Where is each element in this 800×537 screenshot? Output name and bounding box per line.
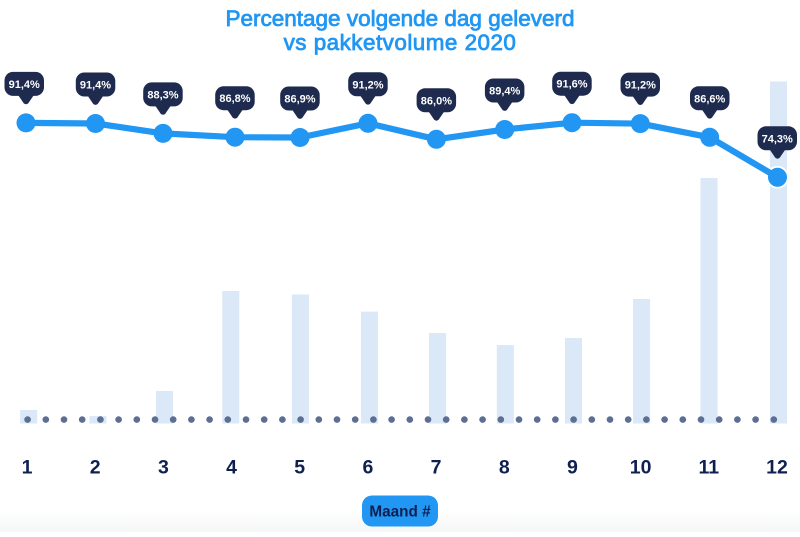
svg-text:91,6%: 91,6% bbox=[556, 79, 587, 91]
svg-text:4: 4 bbox=[226, 457, 237, 479]
svg-text:86,9%: 86,9% bbox=[284, 94, 315, 106]
svg-text:12: 12 bbox=[766, 457, 788, 479]
svg-text:86,0%: 86,0% bbox=[421, 95, 452, 107]
svg-text:74,3%: 74,3% bbox=[762, 133, 793, 145]
svg-text:86,6%: 86,6% bbox=[694, 93, 725, 105]
svg-text:91,4%: 91,4% bbox=[80, 80, 111, 92]
svg-text:86,8%: 86,8% bbox=[219, 93, 250, 105]
svg-text:10: 10 bbox=[630, 457, 652, 479]
svg-text:7: 7 bbox=[431, 457, 442, 479]
svg-text:88,3%: 88,3% bbox=[147, 89, 178, 101]
svg-text:8: 8 bbox=[499, 457, 510, 479]
svg-text:Maand #: Maand # bbox=[369, 503, 431, 520]
svg-text:91,2%: 91,2% bbox=[352, 79, 383, 91]
svg-text:1: 1 bbox=[22, 457, 33, 479]
svg-text:vs pakketvolume 2020: vs pakketvolume 2020 bbox=[284, 30, 517, 55]
svg-text:11: 11 bbox=[698, 457, 719, 479]
svg-text:91,2%: 91,2% bbox=[625, 80, 656, 92]
svg-text:6: 6 bbox=[362, 457, 373, 479]
svg-text:Percentage volgende dag geleve: Percentage volgende dag geleverd bbox=[225, 6, 574, 31]
svg-text:89,4%: 89,4% bbox=[489, 86, 520, 98]
svg-text:5: 5 bbox=[294, 457, 305, 479]
svg-text:3: 3 bbox=[158, 457, 169, 479]
svg-text:91,4%: 91,4% bbox=[9, 79, 40, 91]
svg-text:2: 2 bbox=[90, 457, 101, 479]
svg-text:9: 9 bbox=[567, 457, 578, 479]
